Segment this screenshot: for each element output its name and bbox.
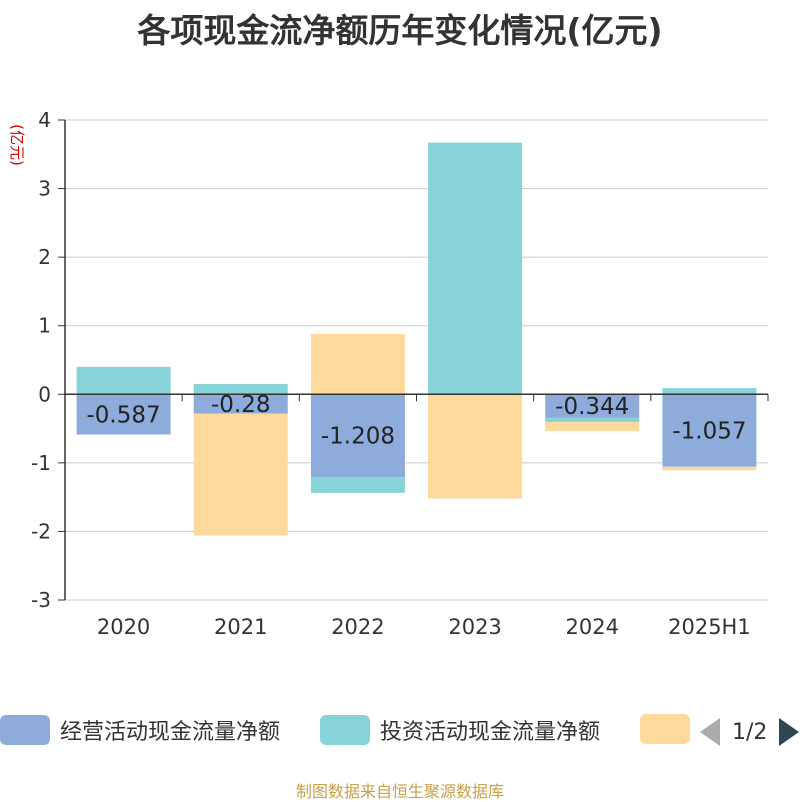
data-label: -1.057 xyxy=(672,419,746,445)
bar-series-0[interactable] xyxy=(310,394,405,478)
legend-swatch-third xyxy=(640,714,690,744)
y-tick-label: -2 xyxy=(31,519,51,543)
y-tick-label: -1 xyxy=(31,451,51,475)
y-tick-label: -3 xyxy=(31,588,51,612)
chart-title: 各项现金流净额历年变化情况(亿元) xyxy=(137,11,663,50)
bar-series-2[interactable] xyxy=(428,394,523,499)
bar-series-1[interactable] xyxy=(76,366,171,395)
prev-page-icon[interactable] xyxy=(700,718,720,746)
x-tick-label: 2022 xyxy=(331,615,384,639)
data-label: -0.587 xyxy=(87,402,161,428)
y-tick-label: 4 xyxy=(38,108,51,132)
bar-series-2[interactable] xyxy=(545,421,640,431)
bar-series-1[interactable] xyxy=(662,388,757,395)
x-tick-label: 2024 xyxy=(566,615,619,639)
y-tick-label: 1 xyxy=(38,314,51,338)
y-tick-label: 2 xyxy=(38,245,51,269)
legend-item-investing[interactable]: 投资活动现金流量净额 xyxy=(320,714,600,746)
legend: 经营活动现金流量净额 投资活动现金流量净额 1/2 xyxy=(0,714,800,754)
bar-series-0[interactable] xyxy=(76,394,171,435)
x-tick-label: 2020 xyxy=(97,615,150,639)
x-tick-label: 2025H1 xyxy=(668,615,751,639)
legend-item-third[interactable] xyxy=(640,714,690,744)
bar-series-1[interactable] xyxy=(193,384,288,395)
source-note: 制图数据来自恒生聚源数据库 xyxy=(295,782,504,801)
y-axis-label: (亿元) xyxy=(8,124,26,166)
bar-series-1[interactable] xyxy=(545,417,640,422)
bar-chart: 4 3 2 1 0 -1 -2 -3 2020 2021 2022 2023 2024 2025H1 -0… xyxy=(8,108,769,639)
y-tick-label: 3 xyxy=(38,177,51,201)
y-tick-label: 0 xyxy=(38,382,51,406)
legend-label-investing: 投资活动现金流量净额 xyxy=(380,720,601,745)
next-page-icon[interactable] xyxy=(779,718,800,746)
bar-series-0[interactable] xyxy=(545,394,640,418)
data-label: -1.208 xyxy=(321,424,395,450)
bar-series-2[interactable] xyxy=(310,333,405,395)
x-tick-label: 2021 xyxy=(214,615,267,639)
legend-swatch-investing xyxy=(320,715,370,745)
data-label: -0.28 xyxy=(211,392,271,418)
bar-series-0[interactable] xyxy=(193,394,288,414)
data-label: -0.344 xyxy=(555,394,629,420)
bar-series-1[interactable] xyxy=(310,477,405,493)
legend-item-operating[interactable]: 经营活动现金流量净额 xyxy=(0,714,280,746)
bar-series-0[interactable] xyxy=(662,394,757,467)
legend-pager: 1/2 xyxy=(700,718,800,746)
x-tick-label: 2023 xyxy=(448,615,501,639)
legend-label-operating: 经营活动现金流量净额 xyxy=(60,720,281,745)
legend-page-indicator: 1/2 xyxy=(732,719,768,745)
bar-series-1[interactable] xyxy=(428,142,523,395)
legend-swatch-operating xyxy=(0,715,50,745)
bar-series-2[interactable] xyxy=(662,466,757,471)
bar-series-2[interactable] xyxy=(193,413,288,536)
